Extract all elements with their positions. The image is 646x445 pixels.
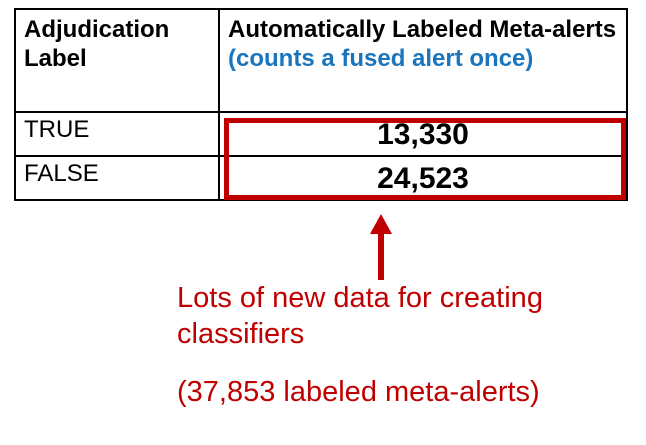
table-row-true: TRUE 13,330 — [14, 111, 628, 157]
row-value: 24,523 — [218, 155, 628, 201]
header-adjudication-label-text: Adjudication Label — [24, 16, 170, 72]
callout-line-new-data: Lots of new data for creating classifier… — [177, 282, 543, 350]
row-label: FALSE — [14, 155, 220, 201]
adjudication-table: Adjudication Label Automatically Labeled… — [14, 8, 628, 201]
header-adjudication-label: Adjudication Label — [14, 8, 220, 113]
row-value: 13,330 — [218, 111, 628, 157]
callout-line-total: (37,853 labeled meta-alerts) — [177, 376, 540, 408]
callout-text: Lots of new data for creating classifier… — [177, 280, 637, 410]
table-header-row: Adjudication Label Automatically Labeled… — [14, 8, 628, 113]
header-meta-alerts-note: (counts a fused alert once) — [228, 45, 534, 72]
header-meta-alerts-text: Automatically Labeled Meta-alerts — [228, 16, 617, 43]
row-label: TRUE — [14, 111, 220, 157]
header-meta-alerts: Automatically Labeled Meta-alerts (count… — [218, 8, 628, 113]
up-arrow-icon — [370, 214, 392, 280]
table-row-false: FALSE 24,523 — [14, 155, 628, 201]
